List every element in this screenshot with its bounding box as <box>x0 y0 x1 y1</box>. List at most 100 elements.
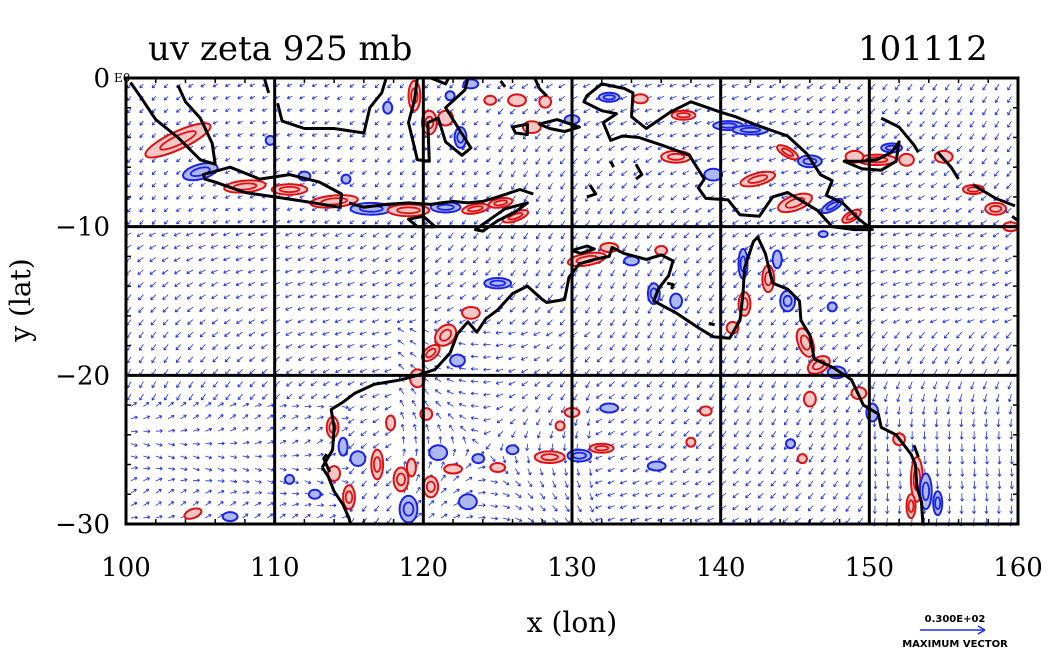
coast-australia-sw <box>320 466 352 525</box>
inner-contour <box>507 212 524 221</box>
positive-vorticity-contour <box>507 93 527 108</box>
positive-vorticity-contour <box>405 457 417 478</box>
coast-shark-bay <box>322 453 332 473</box>
negative-vorticity-contour <box>449 353 466 368</box>
inner-contour <box>189 166 211 177</box>
inner-contour <box>467 205 484 213</box>
coast-borneo <box>276 77 388 135</box>
positive-vorticity-contour <box>905 493 917 520</box>
coast-java <box>201 165 344 209</box>
negative-vorticity-contour <box>382 100 394 115</box>
x-axis-label: x (lon) <box>527 606 617 639</box>
positive-vorticity-contour <box>270 183 309 196</box>
inner-contour <box>402 501 415 517</box>
legend-vector-value: 0.300E+02 <box>925 614 986 625</box>
inner-contour <box>602 94 616 101</box>
inner-contour <box>594 445 610 452</box>
negative-vorticity-contour <box>817 230 829 239</box>
inner-contour <box>907 499 915 514</box>
negative-vorticity-contour <box>307 488 322 500</box>
y-tick-labels: 0 −10 −20 −30 <box>55 64 110 540</box>
y-axis-label: y (lat) <box>4 258 37 342</box>
positive-vorticity-contour <box>342 484 356 511</box>
negative-vorticity-contour <box>398 494 419 524</box>
coast-kai <box>609 160 615 168</box>
positive-vorticity-contour <box>434 323 458 347</box>
negative-vorticity-contour <box>797 154 823 169</box>
negative-vorticity-contour <box>932 490 944 517</box>
negative-vorticity-contour <box>646 460 667 472</box>
x-tick-label: 120 <box>398 553 448 583</box>
positive-vorticity-contour <box>698 405 713 417</box>
coast-sumatra <box>129 81 217 166</box>
positive-vorticity-contour <box>554 420 566 432</box>
positive-vorticity-contour <box>898 152 915 167</box>
inner-contour <box>395 472 406 487</box>
inner-contour <box>782 294 793 308</box>
negative-vorticity-contour <box>458 493 478 511</box>
negative-vorticity-contour <box>349 450 367 468</box>
coast-new-ireland <box>880 116 920 154</box>
negative-vorticity-contour <box>646 282 661 306</box>
positive-vorticity-contour <box>422 475 440 499</box>
positive-vorticity-contour <box>670 109 697 121</box>
inner-contour <box>373 456 382 473</box>
negative-vorticity-contour <box>771 249 783 270</box>
negative-vorticity-contour <box>453 126 468 149</box>
x-tick-label: 150 <box>844 553 894 583</box>
negative-vorticity-contour <box>505 444 520 456</box>
inner-contour <box>425 480 436 493</box>
coast-sulawesi-north <box>430 76 450 86</box>
inner-contour <box>320 197 349 206</box>
coast-borneo-west <box>262 77 271 94</box>
wind-vector-field <box>124 83 1014 527</box>
negative-vorticity-contour <box>340 173 352 185</box>
positive-vorticity-contour <box>533 450 566 465</box>
positive-vorticity-contour <box>796 453 808 465</box>
coast-solomons <box>972 183 1016 208</box>
plot-date: 101112 <box>858 29 988 69</box>
inner-contour <box>396 206 421 215</box>
negative-vorticity-contour <box>444 90 456 102</box>
coast-mornington <box>708 321 716 327</box>
x-tick-label: 130 <box>547 553 597 583</box>
inner-contour <box>278 185 301 193</box>
inner-contour <box>739 126 762 134</box>
negative-vorticity-contour <box>826 301 838 313</box>
coast-mindanao-tip <box>499 80 507 88</box>
inner-contour <box>921 481 930 502</box>
coast-flores-chain <box>348 188 534 209</box>
inner-contour <box>344 490 354 505</box>
plot-title: uv zeta 925 mb <box>148 29 412 69</box>
inner-contour <box>425 347 437 359</box>
coast-buru <box>511 122 529 136</box>
inner-contour <box>799 334 811 351</box>
inner-contour <box>845 211 858 221</box>
x-tick-label: 100 <box>101 553 151 583</box>
positive-vorticity-contour <box>461 306 481 320</box>
positive-vorticity-contour <box>538 94 553 109</box>
negative-vorticity-contour <box>428 444 449 462</box>
negative-vorticity-contour <box>599 402 620 414</box>
plot-frame <box>124 76 1020 526</box>
legend-vector-label: MAXIMUM VECTOR <box>902 639 1008 650</box>
coast-timor <box>473 201 529 233</box>
inner-contour <box>780 147 795 157</box>
negative-vorticity-contour <box>669 292 683 310</box>
y-tick-label: −10 <box>55 213 110 243</box>
negative-vorticity-contour <box>471 453 486 465</box>
coast-melville-island <box>570 244 596 255</box>
positive-vorticity-contour <box>685 436 697 448</box>
coast-aru <box>634 163 644 181</box>
coast-halmahera <box>533 77 548 97</box>
lat-lon-grid <box>126 77 1018 525</box>
negative-vorticity-contour <box>483 277 513 290</box>
coast-groote-eylandt <box>666 281 675 290</box>
positive-vorticity-contour <box>392 466 410 493</box>
negative-vorticity-contour <box>785 438 796 450</box>
inner-contour <box>784 197 806 209</box>
inner-contour <box>989 204 1003 213</box>
positive-vorticity-contour <box>489 462 507 473</box>
inner-contour <box>493 199 508 207</box>
